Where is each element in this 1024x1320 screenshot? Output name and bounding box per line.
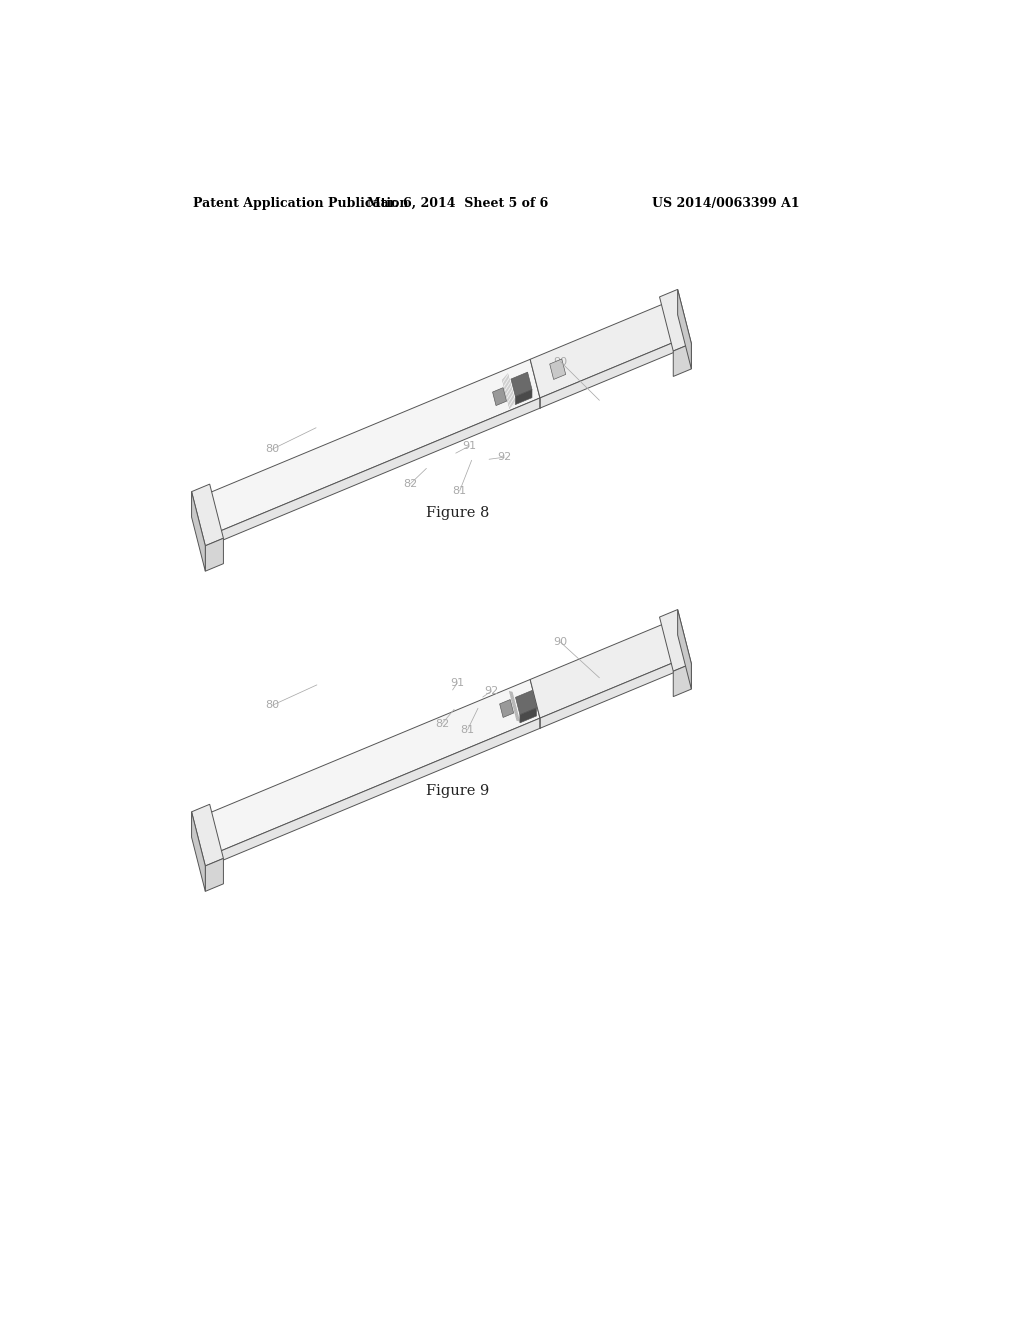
Polygon shape — [203, 680, 540, 854]
Polygon shape — [673, 343, 691, 376]
Polygon shape — [493, 388, 507, 405]
Text: 81: 81 — [453, 486, 467, 496]
Polygon shape — [205, 858, 223, 891]
Polygon shape — [659, 289, 691, 351]
Polygon shape — [530, 301, 680, 397]
Text: 80: 80 — [265, 444, 280, 454]
Polygon shape — [191, 812, 205, 891]
Polygon shape — [520, 708, 537, 723]
Polygon shape — [205, 539, 223, 572]
Text: 92: 92 — [497, 453, 511, 462]
Text: 81: 81 — [461, 725, 475, 735]
Polygon shape — [212, 718, 540, 865]
Text: Mar. 6, 2014  Sheet 5 of 6: Mar. 6, 2014 Sheet 5 of 6 — [367, 197, 548, 210]
Polygon shape — [540, 339, 680, 408]
Text: 80: 80 — [265, 700, 280, 710]
Polygon shape — [191, 804, 223, 866]
Text: 91: 91 — [451, 678, 465, 688]
Text: 92: 92 — [484, 686, 499, 696]
Polygon shape — [550, 359, 565, 379]
Text: Figure 9: Figure 9 — [426, 784, 489, 797]
Polygon shape — [678, 289, 691, 368]
Text: 91: 91 — [462, 441, 476, 451]
Text: 82: 82 — [435, 718, 450, 729]
Text: Figure 8: Figure 8 — [426, 506, 489, 520]
Polygon shape — [212, 397, 540, 544]
Polygon shape — [515, 690, 537, 714]
Polygon shape — [191, 491, 205, 572]
Text: Patent Application Publication: Patent Application Publication — [194, 197, 409, 210]
Text: 90: 90 — [553, 356, 567, 367]
Polygon shape — [659, 610, 691, 671]
Polygon shape — [500, 700, 514, 718]
Polygon shape — [540, 660, 680, 729]
Text: 90: 90 — [553, 638, 567, 647]
Polygon shape — [511, 372, 532, 396]
Polygon shape — [203, 359, 540, 535]
Polygon shape — [191, 484, 223, 545]
Polygon shape — [673, 664, 691, 697]
Polygon shape — [530, 620, 680, 718]
Polygon shape — [515, 389, 532, 404]
Polygon shape — [678, 610, 691, 689]
Text: US 2014/0063399 A1: US 2014/0063399 A1 — [652, 197, 800, 210]
Text: 82: 82 — [403, 479, 418, 488]
